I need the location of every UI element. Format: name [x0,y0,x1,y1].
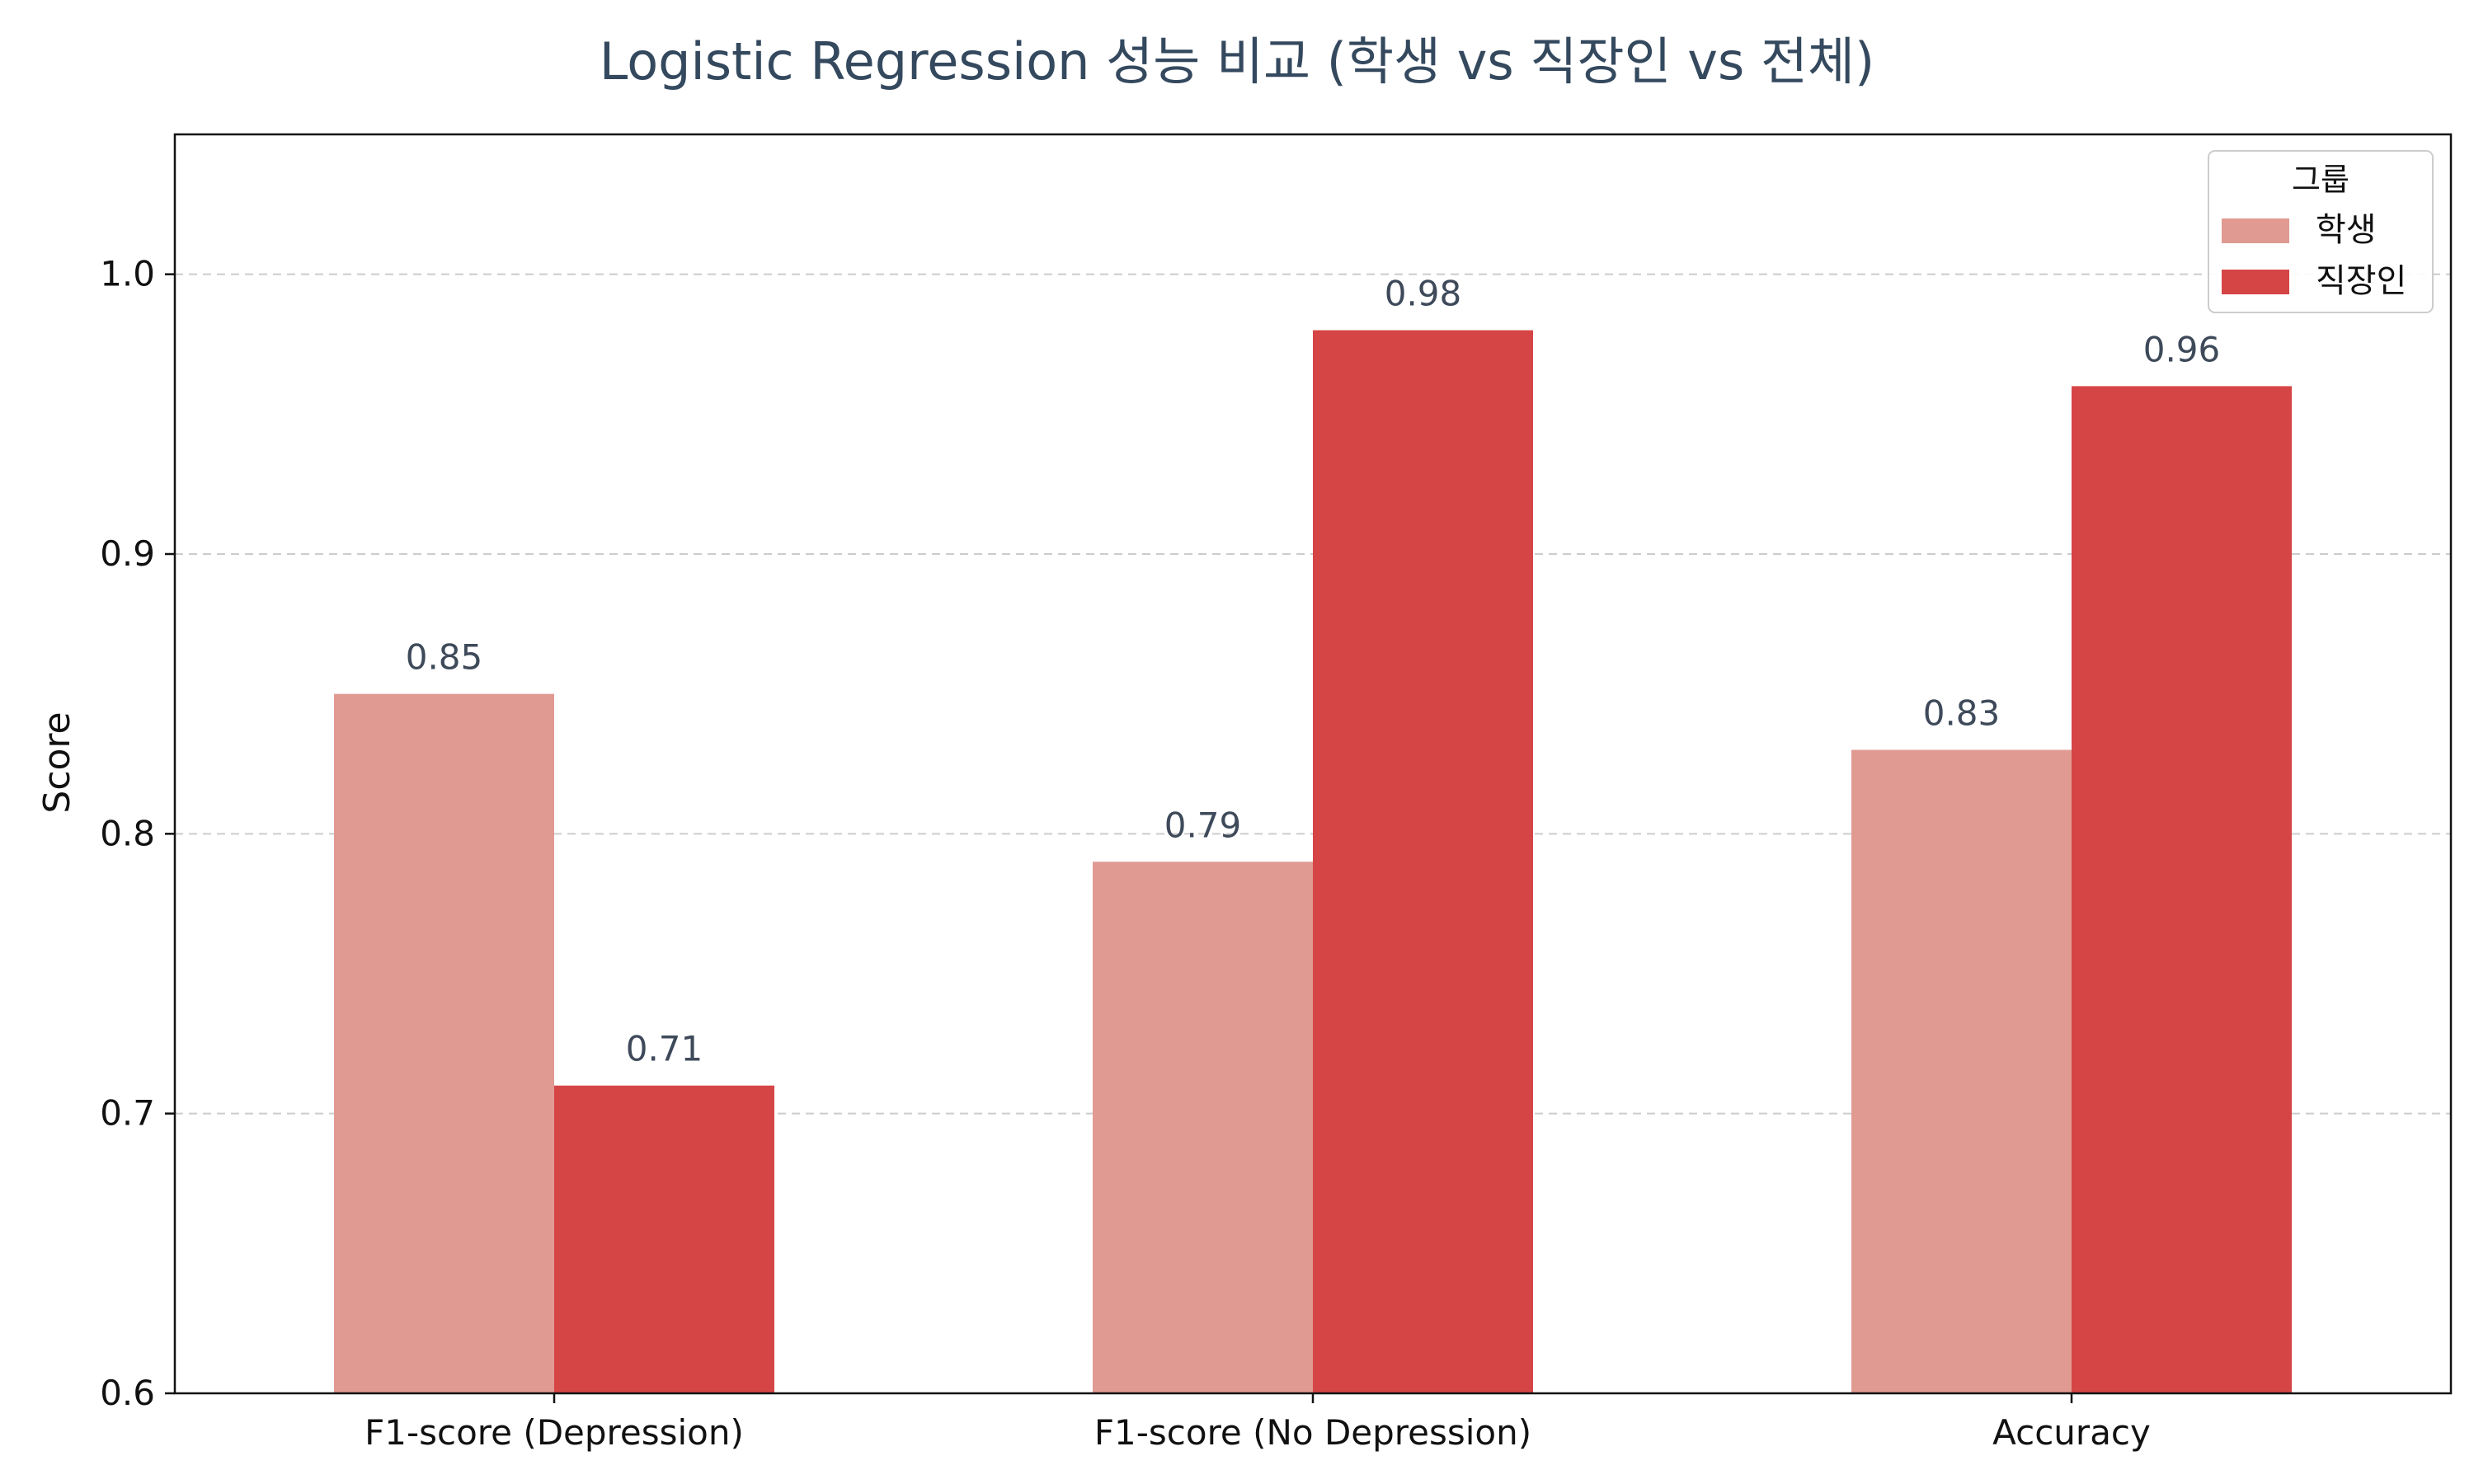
y-tick-label: 1.0 [100,254,155,294]
y-axis-label: Score [36,711,78,813]
bar-student [334,693,554,1393]
data-label: 0.96 [2143,329,2221,369]
data-label: 0.83 [1923,693,2001,734]
bar-worker [2072,386,2292,1393]
y-tick-label: 0.6 [100,1373,155,1413]
y-tick-label: 0.7 [100,1093,155,1134]
legend-swatch [2222,218,2289,243]
legend-swatch [2222,270,2289,294]
y-axis: 0.6 0.7 0.8 0.9 1.0 [100,254,175,1413]
x-tick-label: Accuracy [1992,1412,2151,1453]
data-labels-layer: 0.85 0.71 0.79 0.98 0.83 0.96 [406,274,2221,1069]
x-tick-label: F1-score (Depression) [365,1412,744,1453]
bar-student [1851,749,2072,1393]
data-label: 0.71 [626,1029,703,1069]
data-label: 0.85 [406,637,483,678]
bar-worker [554,1085,774,1393]
x-axis: F1-score (Depression) F1-score (No Depres… [365,1393,2151,1453]
legend-label: 직장인 [2316,262,2406,300]
y-tick-label: 0.8 [100,813,155,853]
chart-title: Logistic Regression 성능 비교 (학생 vs 직장인 vs … [600,31,1874,92]
data-label: 0.79 [1164,805,1242,845]
bar-worker [1313,330,1533,1393]
bars-layer [334,330,2292,1393]
legend-label: 학생 [2316,211,2377,249]
data-label: 0.98 [1385,274,1462,314]
bar-student [1093,862,1313,1393]
x-tick-label: F1-score (No Depression) [1094,1412,1531,1453]
legend-title: 그룹 [2292,162,2349,198]
y-tick-label: 0.9 [100,533,155,574]
